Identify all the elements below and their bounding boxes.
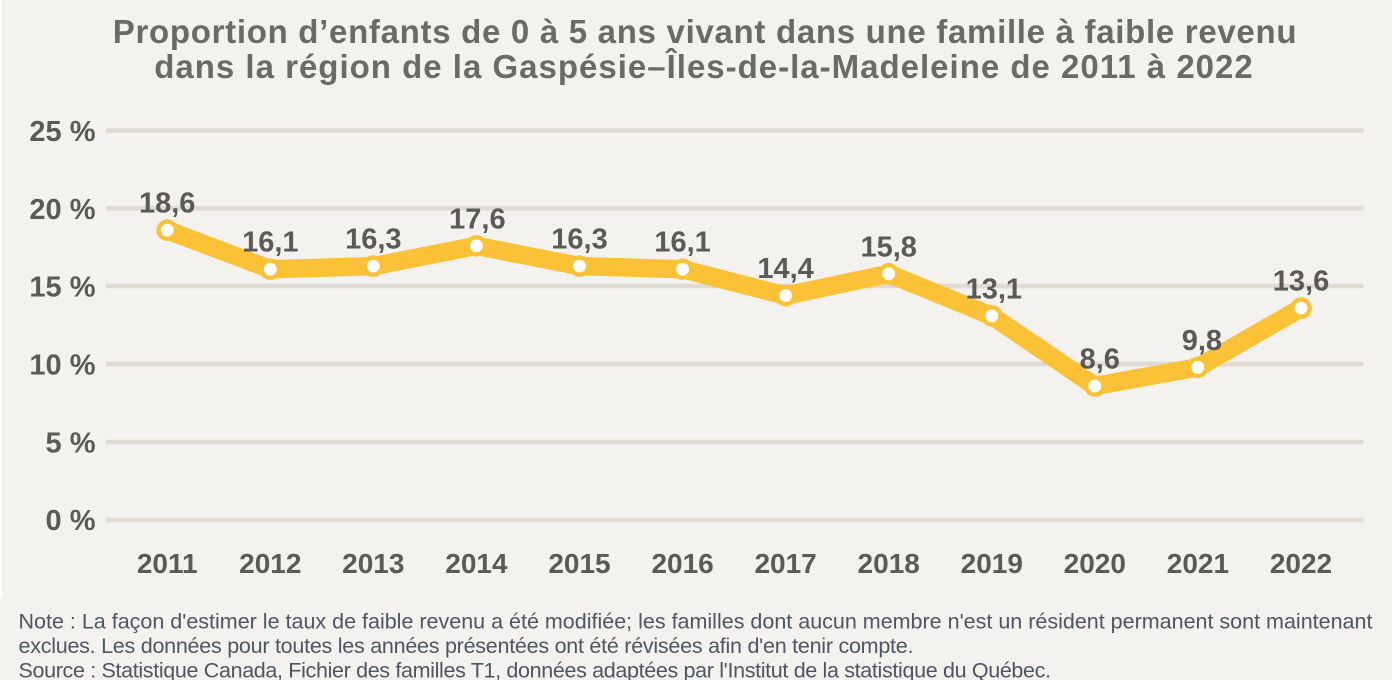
svg-text:2014: 2014 (445, 548, 508, 579)
svg-text:Proportion d’enfants de 0 à 5: Proportion d’enfants de 0 à 5 ans vivant… (113, 13, 1297, 50)
svg-text:5 %: 5 % (46, 427, 96, 459)
svg-text:13,1: 13,1 (966, 273, 1022, 305)
svg-text:Source : Statistique Canada, F: Source : Statistique Canada, Fichier des… (19, 659, 1051, 680)
svg-text:16,1: 16,1 (242, 227, 298, 259)
svg-text:2016: 2016 (651, 548, 713, 579)
svg-text:2011: 2011 (137, 548, 198, 579)
svg-text:2022: 2022 (1270, 548, 1332, 579)
svg-text:2012: 2012 (239, 548, 301, 579)
svg-text:2017: 2017 (754, 548, 816, 579)
svg-text:2021: 2021 (1167, 548, 1229, 579)
svg-text:18,6: 18,6 (139, 188, 195, 220)
svg-text:16,1: 16,1 (654, 227, 710, 259)
svg-text:25 %: 25 % (29, 116, 95, 148)
svg-text:8,6: 8,6 (1080, 344, 1120, 376)
svg-text:16,3: 16,3 (345, 224, 401, 256)
svg-text:2018: 2018 (858, 548, 920, 579)
svg-text:10 %: 10 % (29, 350, 95, 382)
svg-text:2019: 2019 (961, 548, 1023, 579)
svg-text:2020: 2020 (1064, 548, 1126, 579)
svg-text:13,6: 13,6 (1273, 266, 1329, 298)
svg-text:2013: 2013 (342, 548, 404, 579)
svg-text:16,3: 16,3 (551, 224, 607, 256)
svg-text:9,8: 9,8 (1182, 325, 1222, 357)
svg-text:15,8: 15,8 (860, 231, 916, 263)
svg-text:0 %: 0 % (46, 505, 96, 537)
svg-text:exclues. Les données pour tout: exclues. Les données pour toutes les ann… (19, 634, 914, 658)
svg-text:14,4: 14,4 (757, 253, 813, 285)
svg-text:17,6: 17,6 (449, 203, 505, 235)
svg-text:2015: 2015 (548, 548, 610, 579)
svg-text:dans la région de la Gaspésie–: dans la région de la Gaspésie–Îles-de-la… (154, 48, 1254, 85)
svg-text:20 %: 20 % (29, 194, 95, 226)
svg-text:Note : La façon d'estimer le t: Note : La façon d'estimer le taux de fai… (19, 610, 1373, 634)
svg-text:15 %: 15 % (29, 272, 95, 304)
